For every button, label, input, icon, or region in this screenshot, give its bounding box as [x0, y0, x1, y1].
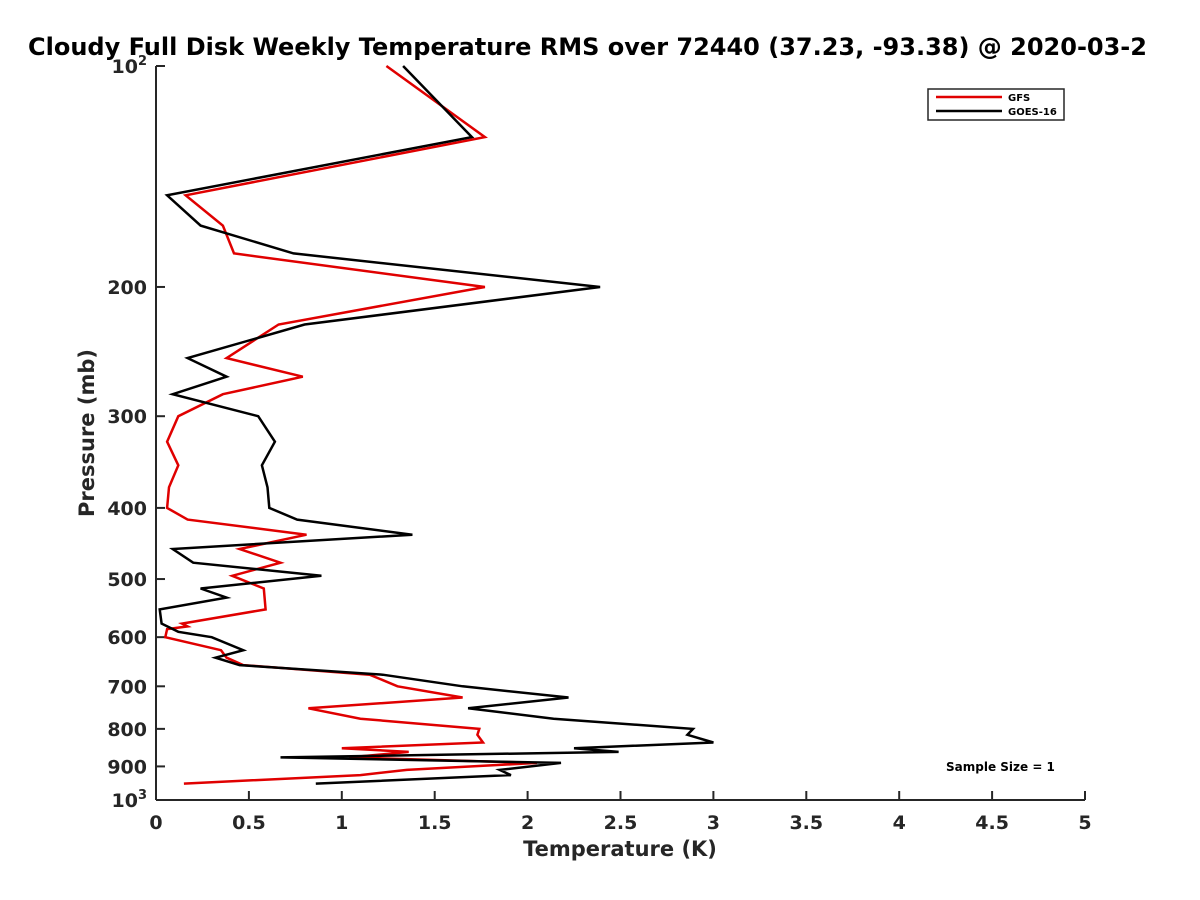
x-tick-label: 3.5 — [789, 812, 823, 834]
chart-title: Cloudy Full Disk Weekly Temperature RMS … — [28, 33, 1147, 61]
x-axis-label: Temperature (K) — [523, 837, 717, 861]
x-tick-label: 0.5 — [232, 812, 266, 834]
y-tick-label: 500 — [107, 569, 147, 591]
y-tick-label: 900 — [107, 756, 147, 778]
y-tick-label: 800 — [107, 719, 147, 741]
y-tick-label: 400 — [107, 498, 147, 520]
legend-label: GFS — [1008, 93, 1030, 104]
sample-size-annotation: Sample Size = 1 — [946, 760, 1055, 774]
y-tick-label: 700 — [107, 676, 147, 698]
y-tick-label: 600 — [107, 627, 147, 649]
x-tick-label: 0 — [149, 812, 162, 834]
y-tick-label: 200 — [107, 277, 147, 299]
legend-label: GOES-16 — [1008, 107, 1057, 118]
y-axis-label: Pressure (mb) — [75, 349, 99, 517]
legend: GFS GOES-16 — [927, 88, 1065, 121]
x-tick-label: 4.5 — [975, 812, 1009, 834]
x-tick-label: 1 — [335, 812, 348, 834]
plot-area: 0 0.5 1 1.5 2 2.5 3 3.5 4 4.5 5 102 200 300 400 500 600 7… — [107, 54, 1091, 834]
x-tick-label: 2 — [521, 812, 534, 834]
x-tick-label: 4 — [893, 812, 906, 834]
x-tick-label: 1.5 — [418, 812, 452, 834]
y-tick-label: 103 — [112, 788, 148, 812]
x-tick-label: 5 — [1078, 812, 1091, 834]
x-tick-label: 3 — [707, 812, 720, 834]
y-tick-label: 102 — [112, 54, 148, 78]
series-line-gfs — [163, 64, 537, 785]
y-tick-label: 300 — [107, 406, 147, 428]
legend-box — [927, 88, 1065, 121]
x-tick-label: 2.5 — [604, 812, 638, 834]
series-line-goes-16 — [158, 65, 714, 785]
